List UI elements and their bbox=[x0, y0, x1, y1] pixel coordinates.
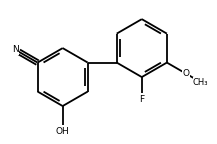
Text: F: F bbox=[139, 95, 144, 104]
Text: N: N bbox=[12, 45, 19, 54]
Text: CH₃: CH₃ bbox=[193, 78, 209, 87]
Text: O: O bbox=[183, 69, 190, 78]
Text: OH: OH bbox=[56, 127, 69, 136]
